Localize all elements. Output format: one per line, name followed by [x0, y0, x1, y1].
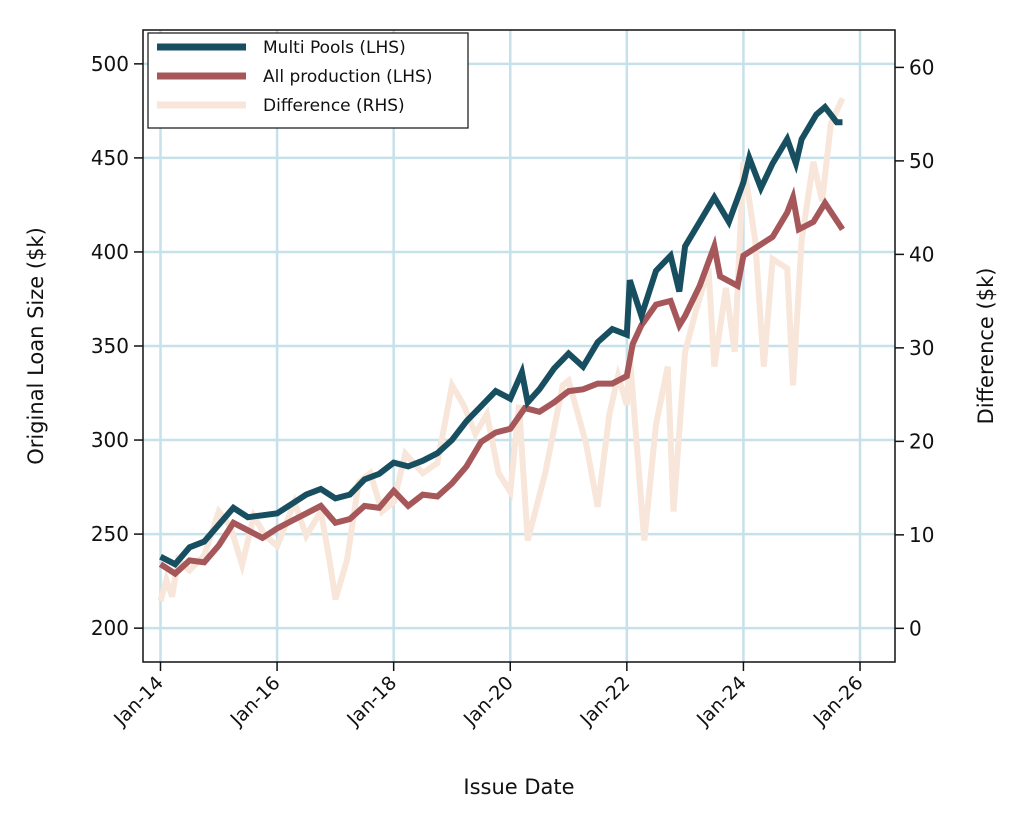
y-tick-label: 300	[91, 428, 129, 452]
y-tick-label: 350	[91, 334, 129, 358]
legend: Multi Pools (LHS) All production (LHS) Dif…	[147, 32, 469, 129]
y2-tick-label: 30	[909, 336, 934, 360]
series-line-multi-pools-lhs	[159, 102, 843, 568]
gridlines	[143, 30, 895, 662]
y-tick-label: 250	[91, 522, 129, 546]
y-tick-label: 200	[91, 616, 129, 640]
legend-label: Difference (RHS)	[263, 96, 405, 116]
y-tick-label: 400	[91, 240, 129, 264]
y2-tick-label: 0	[909, 616, 922, 640]
x-tick-label: Jan-16	[226, 672, 285, 731]
series-line-difference-rhs	[157, 96, 846, 602]
x-axis-title: Issue Date	[463, 775, 574, 799]
x-tick-label: Jan-14	[109, 672, 168, 731]
series-lines	[157, 96, 846, 602]
x-tick-label: Jan-18	[342, 672, 401, 731]
y-tick-label: 450	[91, 146, 129, 170]
legend-label: All production (LHS)	[263, 67, 432, 87]
legend-label: Multi Pools (LHS)	[263, 38, 406, 58]
y-axis-title: Original Loan Size ($k)	[24, 227, 48, 465]
series-line-all-production-lhs	[158, 186, 846, 578]
x-tick-label: Jan-22	[575, 672, 634, 731]
y2-tick-label: 20	[909, 429, 934, 453]
y2-tick-label: 50	[909, 149, 934, 173]
x-tick-label: Jan-20	[459, 672, 518, 731]
y2-tick-label: 60	[909, 55, 934, 79]
y2-tick-label: 40	[909, 242, 934, 266]
y-tick-label: 500	[91, 52, 129, 76]
x-tick-label: Jan-26	[809, 672, 868, 731]
x-tick-label: Jan-24	[692, 672, 751, 731]
y2-axis-title: Difference ($k)	[974, 268, 998, 425]
y2-tick-label: 10	[909, 523, 934, 547]
